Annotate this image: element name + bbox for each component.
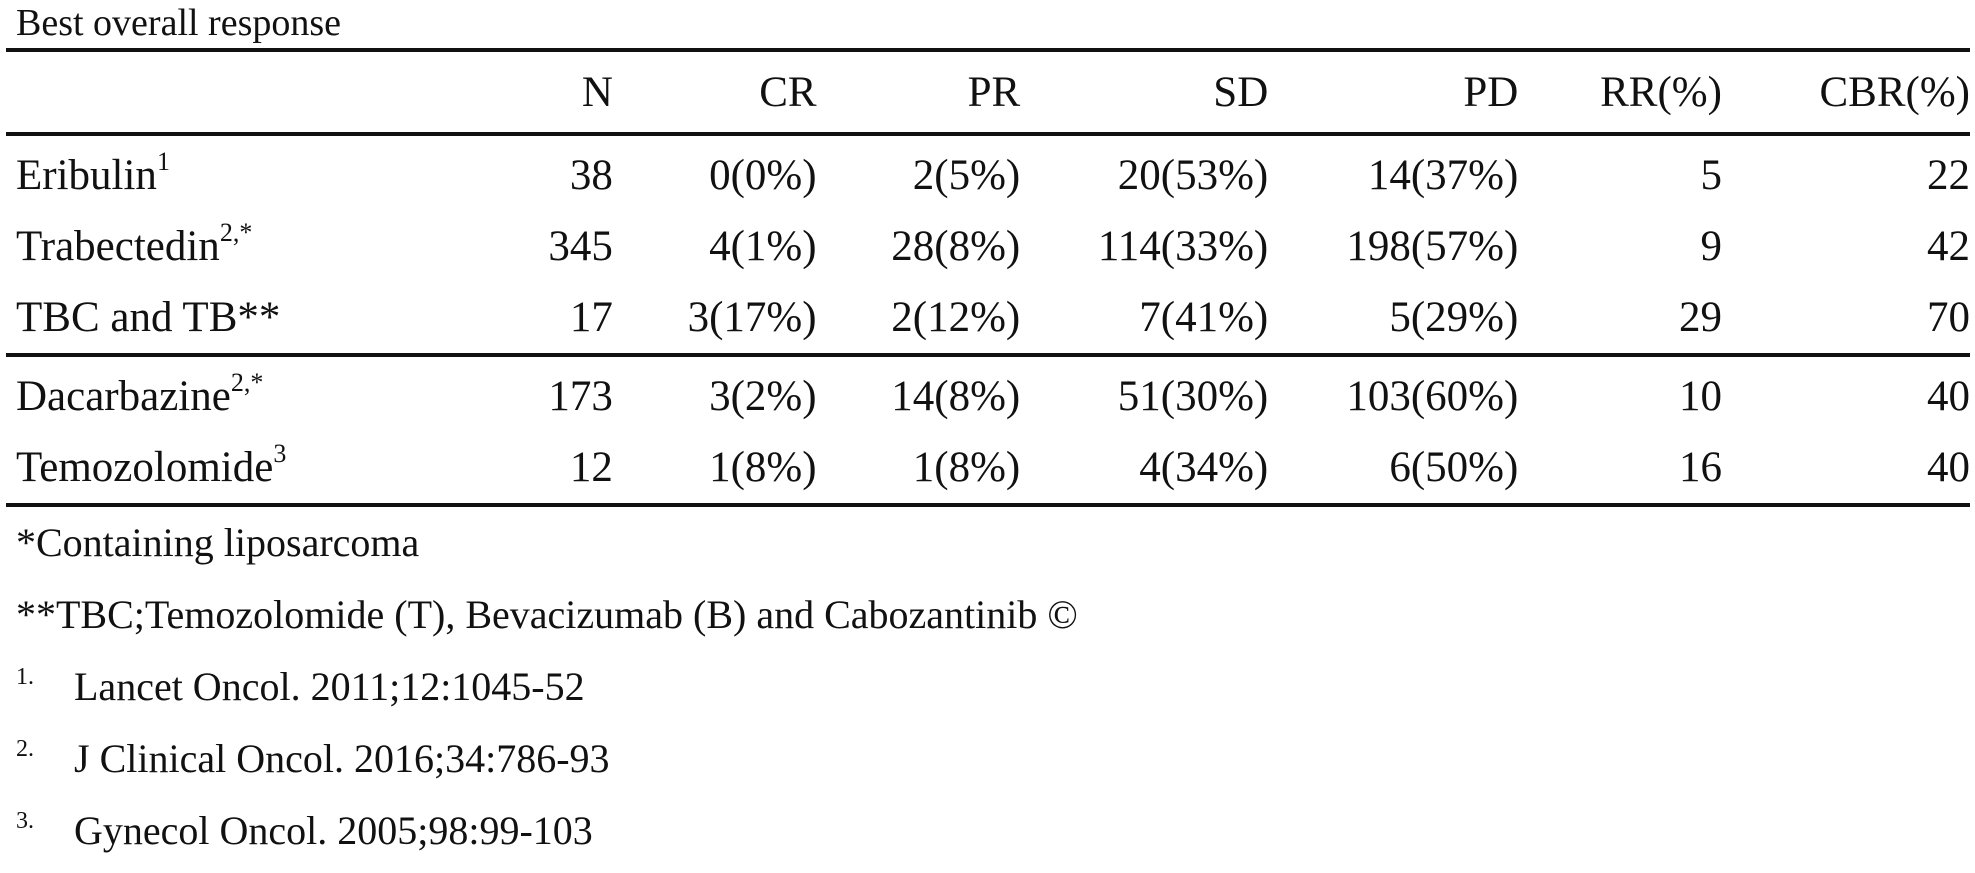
table-header-row: N CR PR SD PD RR(%) CBR(%) <box>6 50 1970 134</box>
pd-cell: 198(57%) <box>1346 223 1519 270</box>
n-cell: 17 <box>569 294 613 341</box>
cr-cell: 3(2%) <box>709 373 817 420</box>
n-cell: 12 <box>569 444 613 491</box>
drug-name: Trabectedin <box>16 223 220 270</box>
cr-cell: 4(1%) <box>709 223 817 270</box>
drug-footnote-marker: 2,* <box>230 367 264 397</box>
reference-number: 1. <box>16 664 34 690</box>
drug-name-cell: TBC and TB** <box>6 282 419 355</box>
table-caption: Best overall response <box>16 2 342 44</box>
cr-cell: 3(17%) <box>687 294 817 341</box>
pr-cell: 14(8%) <box>891 373 1021 420</box>
drug-name-cell: Trabectedin2,* <box>6 211 419 282</box>
table-row: Trabectedin2,* 345 4(1%) 28(8%) 114(33%)… <box>6 211 1970 282</box>
reference-item: 3. Gynecol Oncol. 2005;98:99-103 <box>16 795 1970 867</box>
table-row: TBC and TB** 17 3(17%) 2(12%) 7(41%) 5(2… <box>6 282 1970 355</box>
reference-item: 1. Lancet Oncol. 2011;12:1045-52 <box>16 651 1970 723</box>
pr-cell: 28(8%) <box>891 223 1021 270</box>
cbr-cell: 70 <box>1927 294 1970 341</box>
pr-cell: 2(12%) <box>891 294 1021 341</box>
rr-cell: 16 <box>1678 444 1722 491</box>
header-cr: CR <box>759 68 817 116</box>
sd-cell: 20(53%) <box>1117 152 1269 199</box>
header-sd: SD <box>1213 68 1269 116</box>
drug-name: Temozolomide <box>16 444 274 491</box>
pd-cell: 103(60%) <box>1346 373 1519 420</box>
drug-name: Eribulin <box>16 152 157 199</box>
drug-footnote-marker: 1 <box>156 146 170 176</box>
pd-cell: 14(37%) <box>1367 152 1519 199</box>
rr-cell: 10 <box>1678 373 1722 420</box>
response-table: N CR PR SD PD RR(%) CBR(%) Eribulin1 38 … <box>6 48 1970 507</box>
sd-cell: 7(41%) <box>1139 294 1269 341</box>
rr-cell: 9 <box>1700 223 1722 270</box>
cbr-cell: 40 <box>1927 444 1970 491</box>
footnote-double-asterisk: **TBC;Temozolomide (T), Bevacizumab (B) … <box>16 592 1078 637</box>
drug-name-cell: Temozolomide3 <box>6 432 419 505</box>
sd-cell: 4(34%) <box>1139 444 1269 491</box>
reference-number: 2. <box>16 736 34 762</box>
cbr-cell: 42 <box>1927 223 1970 270</box>
drug-name-cell: Eribulin1 <box>6 134 419 211</box>
header-n: N <box>581 68 613 116</box>
drug-name-cell: Dacarbazine2,* <box>6 355 419 432</box>
pr-cell: 1(8%) <box>912 444 1021 491</box>
cbr-cell: 40 <box>1927 373 1970 420</box>
sd-cell: 114(33%) <box>1097 223 1269 270</box>
pr-cell: 2(5%) <box>912 152 1021 199</box>
pd-cell: 5(29%) <box>1389 294 1519 341</box>
reference-item: 2. J Clinical Oncol. 2016;34:786-93 <box>16 723 1970 795</box>
n-cell: 173 <box>548 373 613 420</box>
table-row: Temozolomide3 12 1(8%) 1(8%) 4(34%) 6(50… <box>6 432 1970 505</box>
reference-number: 3. <box>16 808 34 834</box>
header-cbr: CBR(%) <box>1819 68 1971 116</box>
pd-cell: 6(50%) <box>1389 444 1519 491</box>
reference-text: J Clinical Oncol. 2016;34:786-93 <box>74 736 610 781</box>
drug-footnote-marker: 2,* <box>219 217 253 247</box>
header-drug <box>6 50 419 134</box>
rr-cell: 29 <box>1678 294 1722 341</box>
header-rr: RR(%) <box>1600 68 1722 116</box>
table-row: Eribulin1 38 0(0%) 2(5%) 20(53%) 14(37%)… <box>6 134 1970 211</box>
table-row: Dacarbazine2,* 173 3(2%) 14(8%) 51(30%) … <box>6 355 1970 432</box>
document-page: Best overall response N CR PR SD PD RR(%… <box>6 0 1970 867</box>
header-pr: PR <box>967 68 1021 116</box>
cbr-cell: 22 <box>1927 152 1970 199</box>
footnote-asterisk: *Containing liposarcoma <box>16 520 420 565</box>
cr-cell: 0(0%) <box>709 152 817 199</box>
reference-text: Gynecol Oncol. 2005;98:99-103 <box>74 808 593 853</box>
drug-footnote-marker: 3 <box>273 438 287 468</box>
drug-name: Dacarbazine <box>16 373 231 420</box>
sd-cell: 51(30%) <box>1117 373 1269 420</box>
rr-cell: 5 <box>1700 152 1722 199</box>
cr-cell: 1(8%) <box>709 444 817 491</box>
n-cell: 345 <box>548 223 613 270</box>
n-cell: 38 <box>569 152 613 199</box>
drug-name: TBC and TB** <box>16 294 281 341</box>
footnotes: *Containing liposarcoma **TBC;Temozolomi… <box>6 507 1970 867</box>
reference-text: Lancet Oncol. 2011;12:1045-52 <box>74 664 585 709</box>
header-pd: PD <box>1463 68 1519 116</box>
